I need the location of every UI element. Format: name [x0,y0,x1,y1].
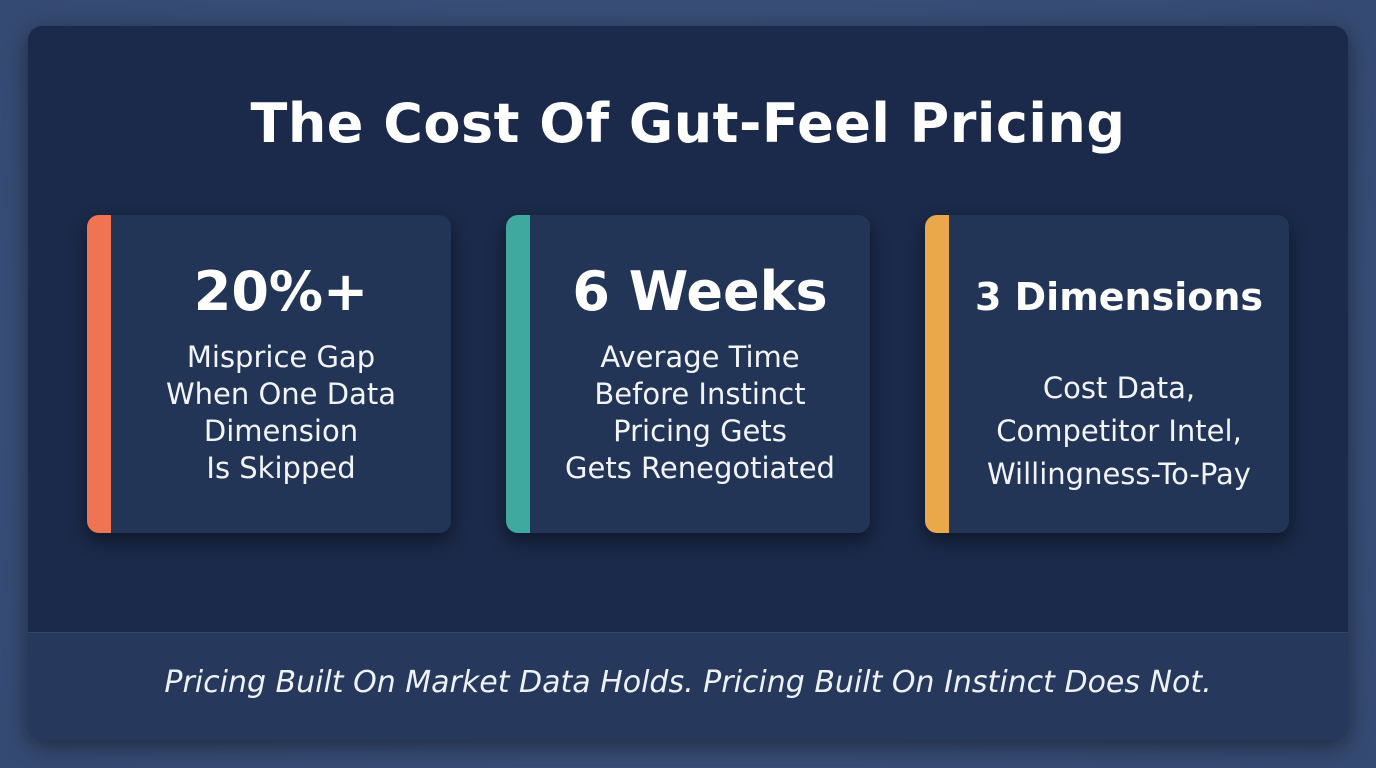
stat-description: Cost Data, Competitor Intel, Willingness-T… [949,367,1289,496]
stat-description: Misprice Gap When One Data Dimension Is Ski… [111,339,451,487]
description-line: Competitor Intel, [996,414,1242,448]
footer: Pricing Built On Market Data Holds. Pric… [28,632,1348,740]
accent-bar [506,215,530,533]
card-content: 3 Dimensions Cost Data, Competitor Intel, W… [949,215,1289,533]
stat-card: 20%+ Misprice Gap When One Data Dimension Is… [87,215,451,533]
stat-value: 6 Weeks [572,260,828,323]
footer-text: Pricing Built On Market Data Holds. Pric… [164,665,1212,700]
description-line: Misprice Gap [186,340,376,374]
stat-value: 20%+ [193,260,369,323]
description-line: Willingness-To-Pay [987,457,1251,491]
stat-card: 6 Weeks Average Time Before Instinct Pricin… [506,215,870,533]
stat-card: 3 Dimensions Cost Data, Competitor Intel, W… [925,215,1289,533]
stat-value: 3 Dimensions [974,275,1264,319]
title: The Cost Of Gut-Feel Pricing [250,92,1126,155]
description-line: When One Data [165,377,396,411]
card-content: 6 Weeks Average Time Before Instinct Pricin… [530,215,870,533]
description-line: Is Skipped [206,451,356,485]
accent-bar [87,215,111,533]
description-line: Pricing Gets [613,414,787,448]
description-line: Gets Renegotiated [565,451,835,485]
description-line: Before Instinct [594,377,806,411]
description-line: Average Time [600,340,800,374]
description-line: Cost Data, [1042,371,1196,405]
accent-bar [925,215,949,533]
panel: The Cost Of Gut-Feel Pricing 20%+ Mispric… [28,26,1348,740]
card-content: 20%+ Misprice Gap When One Data Dimension Is… [111,215,451,533]
description-line: Dimension [203,414,359,448]
stat-description: Average Time Before Instinct Pricing Gets G… [530,339,870,487]
